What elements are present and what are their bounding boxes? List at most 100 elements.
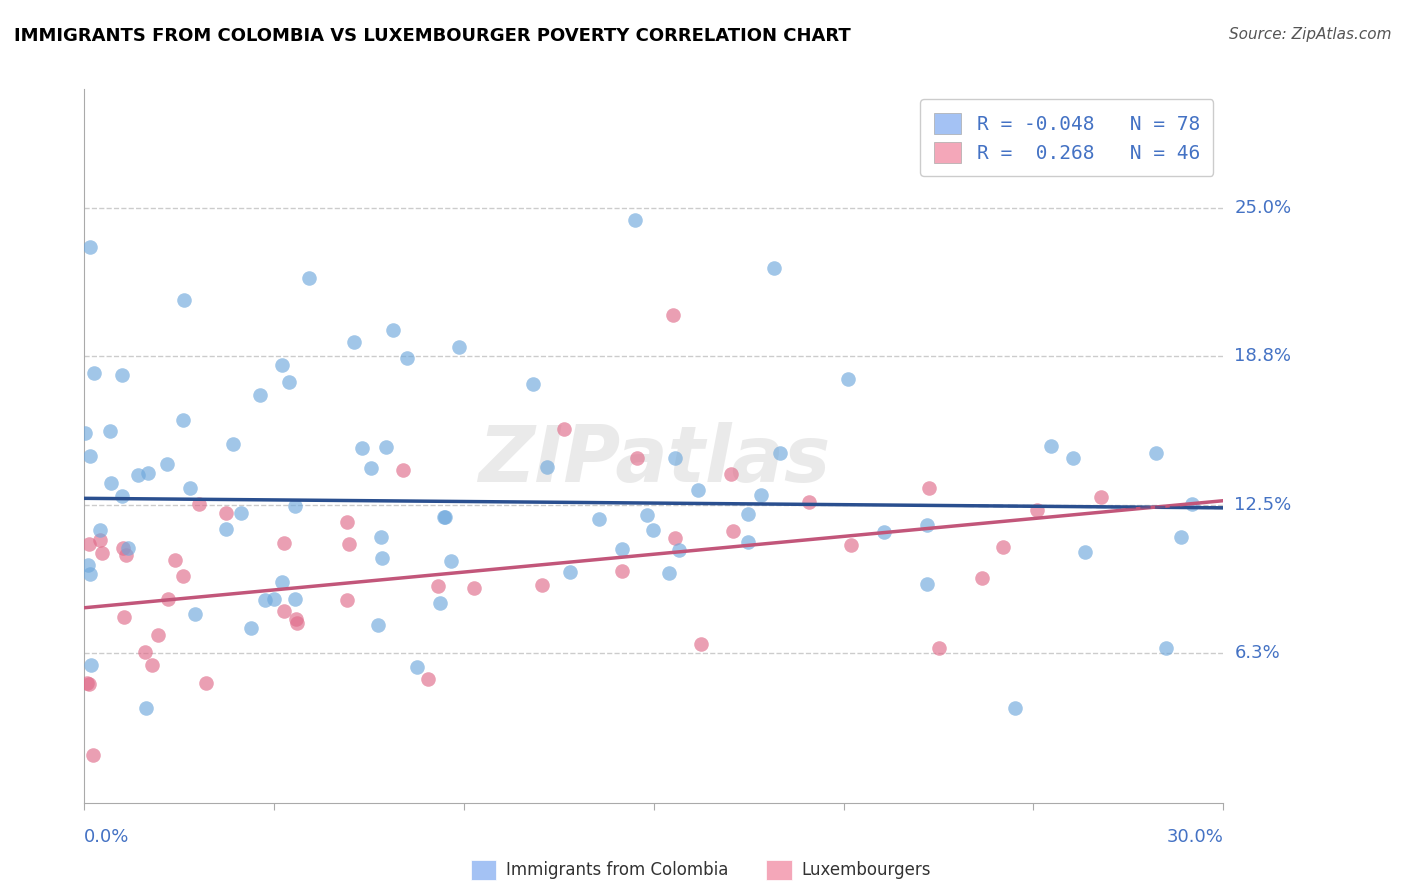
Legend: R = -0.048   N = 78, R =  0.268   N = 46: R = -0.048 N = 78, R = 0.268 N = 46 bbox=[921, 99, 1213, 177]
Point bbox=[79, 566, 101, 581]
Point bbox=[426, 579, 449, 593]
Point bbox=[271, 358, 294, 372]
Point bbox=[447, 340, 470, 354]
Point bbox=[463, 581, 485, 595]
Point bbox=[367, 618, 389, 632]
Point bbox=[336, 516, 359, 530]
Point bbox=[89, 523, 111, 537]
Point bbox=[253, 592, 276, 607]
Point bbox=[837, 371, 859, 385]
Point bbox=[100, 476, 122, 491]
Point bbox=[75, 425, 97, 440]
Point bbox=[285, 615, 308, 630]
Point bbox=[536, 460, 558, 475]
Point bbox=[117, 541, 139, 556]
Point bbox=[429, 596, 451, 610]
Point bbox=[82, 748, 104, 763]
Point bbox=[215, 522, 238, 536]
Point bbox=[350, 442, 373, 456]
Text: Luxembourgers: Luxembourgers bbox=[801, 861, 931, 879]
Point bbox=[370, 530, 392, 544]
Point bbox=[80, 657, 103, 672]
Point bbox=[737, 535, 759, 549]
Point bbox=[77, 537, 100, 551]
Point bbox=[111, 489, 134, 503]
Text: 0.0%: 0.0% bbox=[84, 828, 129, 846]
Point bbox=[240, 621, 263, 635]
Point bbox=[83, 366, 105, 380]
Point bbox=[917, 517, 939, 532]
Point bbox=[392, 463, 415, 477]
Point bbox=[721, 524, 744, 539]
Point bbox=[1004, 700, 1026, 714]
Point bbox=[343, 334, 366, 349]
Point bbox=[127, 468, 149, 483]
Text: 30.0%: 30.0% bbox=[1167, 828, 1223, 846]
Point bbox=[135, 700, 157, 714]
Point bbox=[111, 541, 134, 555]
Point bbox=[1181, 497, 1204, 511]
Point bbox=[79, 677, 101, 691]
Point bbox=[184, 607, 207, 622]
Point bbox=[1144, 446, 1167, 460]
Point bbox=[662, 308, 685, 322]
Point bbox=[553, 422, 575, 436]
Point bbox=[915, 576, 938, 591]
Point bbox=[928, 641, 950, 656]
Point bbox=[664, 531, 686, 545]
Point bbox=[138, 466, 160, 480]
Point bbox=[76, 675, 98, 690]
Point bbox=[179, 481, 201, 495]
Point bbox=[298, 271, 321, 285]
Point bbox=[839, 538, 862, 552]
Text: 18.8%: 18.8% bbox=[1234, 347, 1291, 365]
Point bbox=[222, 437, 245, 451]
Text: 25.0%: 25.0% bbox=[1234, 199, 1292, 217]
Point bbox=[156, 457, 179, 471]
Text: Source: ZipAtlas.com: Source: ZipAtlas.com bbox=[1229, 27, 1392, 42]
Point bbox=[558, 566, 581, 580]
Point bbox=[530, 578, 553, 592]
Text: 6.3%: 6.3% bbox=[1234, 644, 1279, 662]
Point bbox=[337, 537, 360, 551]
Point bbox=[146, 628, 169, 642]
Point bbox=[797, 495, 820, 509]
Point bbox=[215, 506, 238, 520]
Point bbox=[89, 533, 111, 548]
Point bbox=[141, 658, 163, 673]
Point bbox=[1062, 451, 1084, 466]
Point bbox=[1090, 491, 1112, 505]
Point bbox=[134, 645, 156, 659]
Text: ZIPatlas: ZIPatlas bbox=[478, 422, 830, 499]
Point bbox=[737, 508, 759, 522]
Point bbox=[440, 554, 463, 568]
Point bbox=[79, 240, 101, 254]
Point bbox=[1170, 530, 1192, 544]
Point bbox=[686, 483, 709, 497]
Point bbox=[612, 564, 634, 578]
Point bbox=[91, 546, 114, 560]
Point bbox=[112, 609, 135, 624]
Point bbox=[336, 593, 359, 607]
Point bbox=[689, 637, 711, 651]
Point bbox=[668, 542, 690, 557]
Point bbox=[588, 511, 610, 525]
Point bbox=[641, 523, 664, 537]
Point bbox=[1156, 641, 1178, 656]
Point bbox=[433, 509, 456, 524]
Point bbox=[172, 569, 194, 583]
Point bbox=[664, 451, 686, 466]
Point bbox=[1074, 545, 1097, 559]
Point bbox=[284, 591, 307, 606]
Point bbox=[173, 293, 195, 307]
Point bbox=[371, 551, 394, 566]
Point bbox=[231, 506, 253, 520]
Point bbox=[769, 445, 792, 459]
Point bbox=[433, 509, 456, 524]
Point bbox=[624, 213, 647, 227]
Point bbox=[972, 571, 994, 585]
Point bbox=[636, 508, 658, 522]
Point bbox=[263, 591, 285, 606]
Text: 12.5%: 12.5% bbox=[1234, 497, 1292, 515]
Point bbox=[249, 388, 271, 402]
